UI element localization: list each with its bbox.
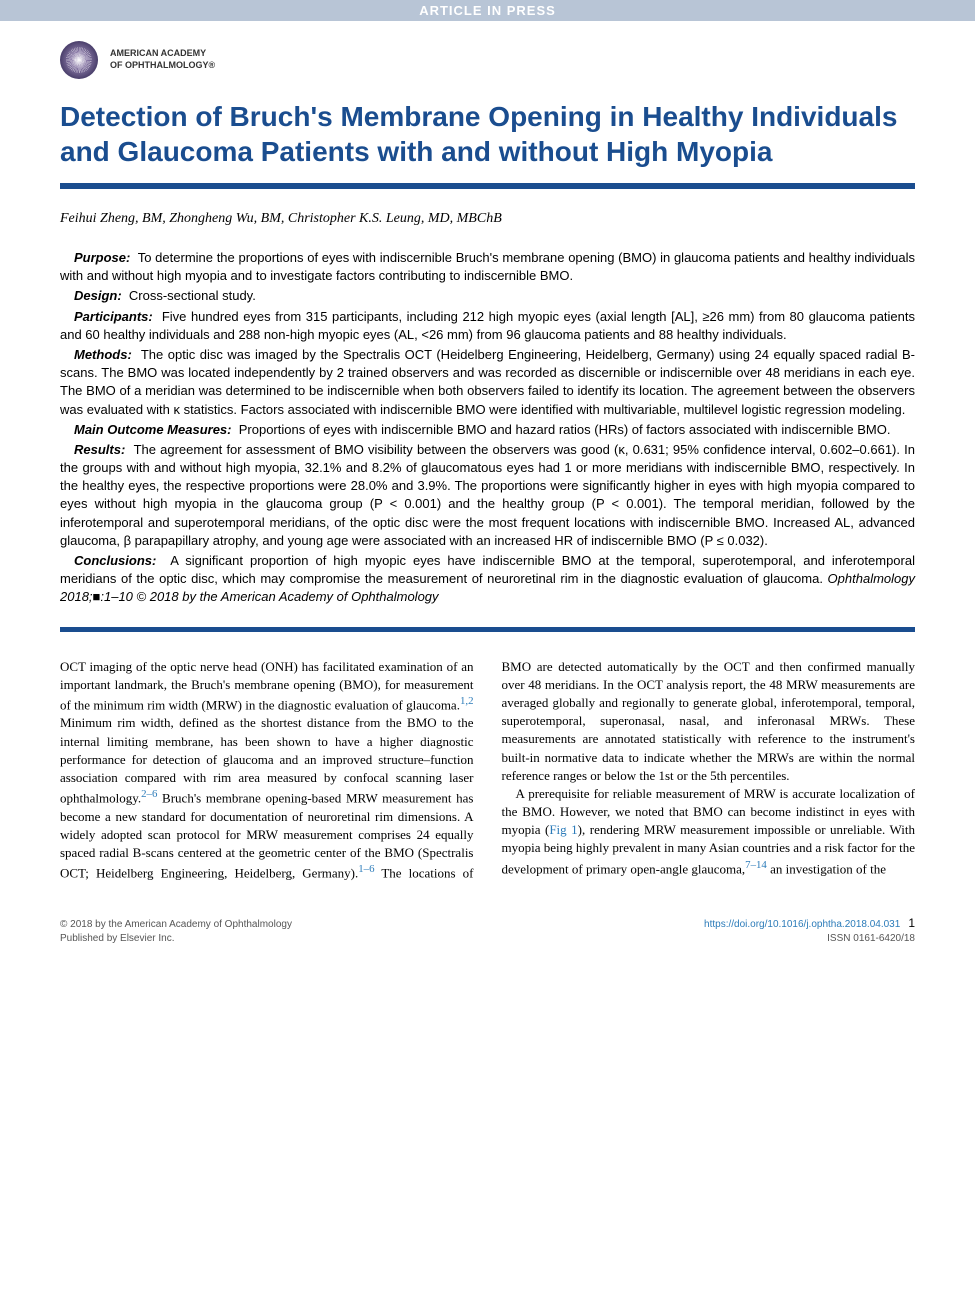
footer-doi-link[interactable]: https://doi.org/10.1016/j.ophtha.2018.04… xyxy=(704,919,900,930)
author-list: Feihui Zheng, BM, Zhongheng Wu, BM, Chri… xyxy=(60,211,915,227)
abstract-methods: Methods: The optic disc was imaged by th… xyxy=(60,346,915,419)
main-outcome-label: Main Outcome Measures: xyxy=(74,422,232,437)
body-paragraph-2: A prerequisite for reliable measurement … xyxy=(502,785,916,878)
page-number: 1 xyxy=(908,916,915,930)
page-content: AMERICAN ACADEMY OF OPHTHALMOLOGY® Detec… xyxy=(0,21,975,986)
abstract-end-rule xyxy=(60,627,915,632)
ref-link-3[interactable]: 1–6 xyxy=(358,863,374,875)
figure-link-1[interactable]: Fig 1 xyxy=(549,822,577,837)
main-outcome-text: Proportions of eyes with indiscernible B… xyxy=(239,422,891,437)
page-footer: © 2018 by the American Academy of Ophtha… xyxy=(60,915,915,946)
footer-right: https://doi.org/10.1016/j.ophtha.2018.04… xyxy=(704,915,915,946)
purpose-text: To determine the proportions of eyes wit… xyxy=(60,250,915,283)
body-text: OCT imaging of the optic nerve head (ONH… xyxy=(60,658,915,883)
results-label: Results: xyxy=(74,442,125,457)
abstract-design: Design: Cross-sectional study. xyxy=(60,287,915,305)
abstract-conclusions: Conclusions: A significant proportion of… xyxy=(60,552,915,607)
publisher-logo-row: AMERICAN ACADEMY OF OPHTHALMOLOGY® xyxy=(60,41,915,79)
participants-text: Five hundred eyes from 315 participants,… xyxy=(60,309,915,342)
article-title: Detection of Bruch's Membrane Opening in… xyxy=(60,99,915,169)
conclusions-label: Conclusions: xyxy=(74,553,156,568)
results-text: The agreement for assessment of BMO visi… xyxy=(60,442,915,548)
footer-left: © 2018 by the American Academy of Ophtha… xyxy=(60,918,292,946)
title-rule xyxy=(60,183,915,189)
abstract-block: Purpose: To determine the proportions of… xyxy=(60,249,915,607)
design-text: Cross-sectional study. xyxy=(129,288,256,303)
publisher-name: AMERICAN ACADEMY OF OPHTHALMOLOGY® xyxy=(110,48,215,71)
abstract-participants: Participants: Five hundred eyes from 315… xyxy=(60,308,915,344)
publisher-line2: OF OPHTHALMOLOGY® xyxy=(110,60,215,72)
abstract-purpose: Purpose: To determine the proportions of… xyxy=(60,249,915,285)
ref-link-4[interactable]: 7–14 xyxy=(745,859,767,871)
aao-logo-icon xyxy=(60,41,98,79)
footer-copyright: © 2018 by the American Academy of Ophtha… xyxy=(60,918,292,932)
abstract-main-outcome: Main Outcome Measures: Proportions of ey… xyxy=(60,421,915,439)
conclusions-text-a: A significant proportion of high myopic … xyxy=(60,553,915,586)
methods-label: Methods: xyxy=(74,347,132,362)
footer-issn: ISSN 0161-6420/18 xyxy=(704,932,915,946)
body-p1-a: OCT imaging of the optic nerve head (ONH… xyxy=(60,659,474,713)
abstract-results: Results: The agreement for assessment of… xyxy=(60,441,915,550)
ref-link-1[interactable]: 1,2 xyxy=(460,695,474,707)
article-status-bar: ARTICLE IN PRESS xyxy=(0,0,975,21)
publisher-line1: AMERICAN ACADEMY xyxy=(110,48,215,60)
design-label: Design: xyxy=(74,288,122,303)
ref-link-2[interactable]: 2–6 xyxy=(141,788,157,800)
purpose-label: Purpose: xyxy=(74,250,130,265)
methods-text: The optic disc was imaged by the Spectra… xyxy=(60,347,915,417)
footer-published: Published by Elsevier Inc. xyxy=(60,932,292,946)
participants-label: Participants: xyxy=(74,309,153,324)
body-p2-c: an investigation of the xyxy=(767,861,886,876)
